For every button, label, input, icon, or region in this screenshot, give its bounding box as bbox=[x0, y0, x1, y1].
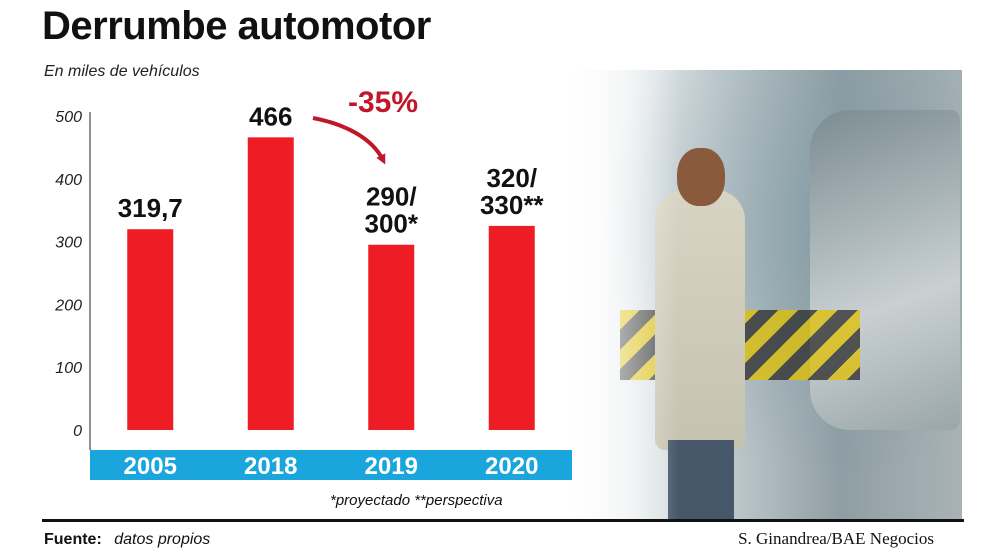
y-tick-label: 500 bbox=[55, 109, 82, 126]
data-label-2005: 319,7 bbox=[118, 193, 183, 223]
decline-arrow bbox=[312, 116, 386, 165]
source-line: Fuente: datos propios bbox=[44, 531, 210, 549]
y-tick-label: 300 bbox=[55, 235, 82, 252]
credit: S. Ginandrea/BAE Negocios bbox=[738, 529, 934, 548]
bar-2005 bbox=[127, 229, 174, 430]
data-label-2020: 330** bbox=[480, 190, 544, 220]
factory-photo bbox=[560, 70, 962, 520]
footnote: *proyectado **perspectiva bbox=[330, 492, 503, 509]
data-label-2020: 320/ bbox=[486, 163, 537, 193]
bar-2019 bbox=[368, 244, 415, 430]
data-label-2019: 300* bbox=[365, 209, 419, 239]
y-tick-label: 100 bbox=[55, 360, 82, 377]
y-tick-label: 200 bbox=[54, 297, 82, 314]
category-label-2020: 2020 bbox=[485, 453, 538, 480]
y-tick-label: 400 bbox=[55, 172, 82, 189]
data-label-2018: 466 bbox=[249, 101, 292, 131]
source-label: Fuente: bbox=[44, 531, 102, 548]
decline-annotation: -35% bbox=[348, 86, 418, 119]
bottom-rule bbox=[42, 519, 964, 522]
category-label-2019: 2019 bbox=[365, 453, 418, 480]
category-label-2005: 2005 bbox=[124, 453, 177, 480]
photo-fade bbox=[560, 70, 680, 520]
source-text: datos propios bbox=[114, 531, 211, 548]
category-band bbox=[90, 450, 572, 480]
category-label-2018: 2018 bbox=[244, 453, 297, 480]
worker-head-shape bbox=[677, 148, 725, 206]
data-label-2019: 290/ bbox=[366, 182, 417, 212]
y-tick-label: 0 bbox=[73, 423, 82, 440]
bar-2018 bbox=[247, 137, 294, 431]
chart-subtitle: En miles de vehículos bbox=[44, 63, 200, 80]
bar-2020 bbox=[488, 225, 535, 430]
chart-title: Derrumbe automotor bbox=[42, 4, 431, 48]
